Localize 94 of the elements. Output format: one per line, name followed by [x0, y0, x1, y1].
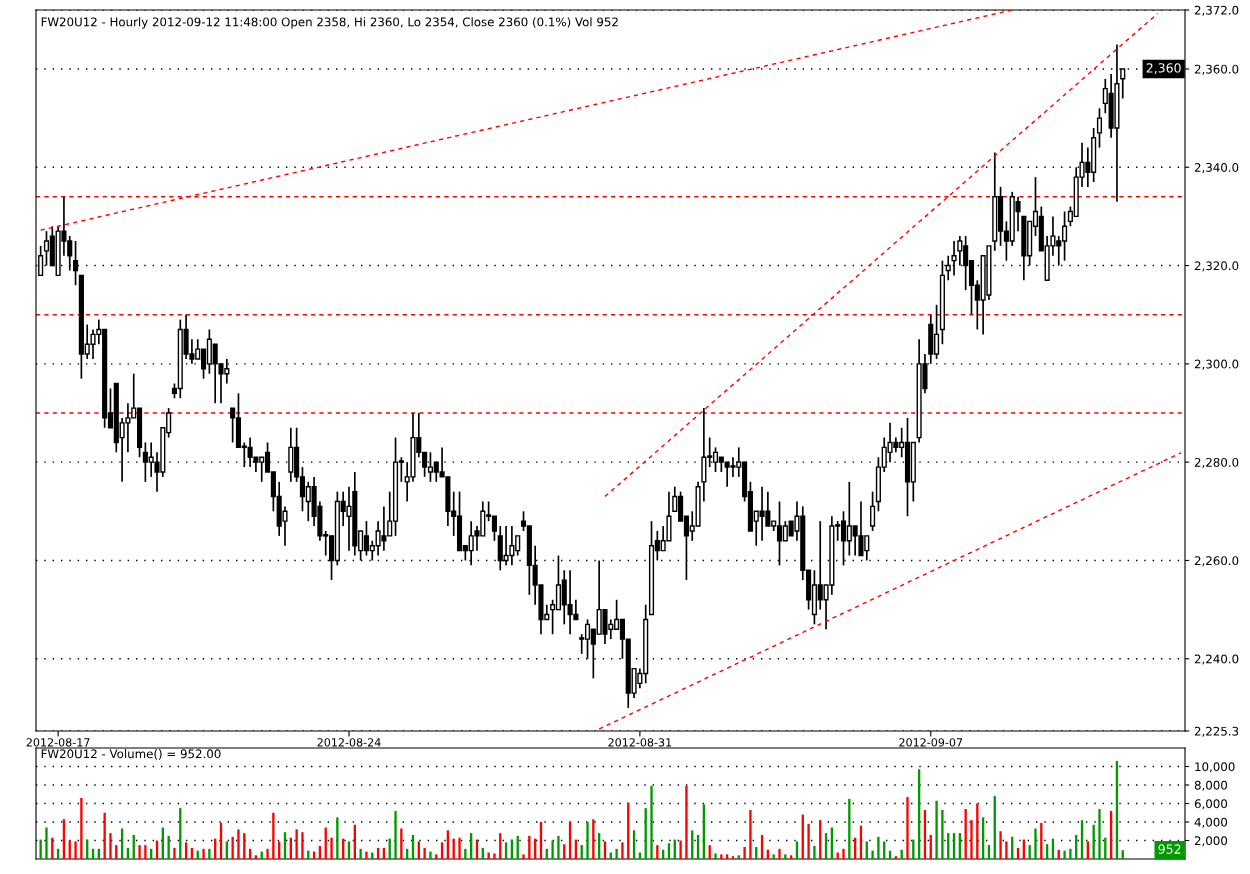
bar — [167, 835, 170, 859]
bar — [394, 810, 397, 859]
bar — [237, 829, 240, 859]
bar — [1121, 850, 1124, 859]
bar — [423, 847, 426, 859]
chart-title: FW20U12 - Volume() = 952.00 — [41, 749, 221, 760]
bar — [970, 820, 973, 859]
bar — [679, 840, 682, 859]
bar — [231, 836, 234, 859]
y-tick-label: 2,340.0 — [1194, 163, 1239, 174]
bar — [80, 797, 83, 859]
bar — [935, 800, 938, 859]
bar — [493, 853, 496, 859]
bar — [999, 831, 1002, 859]
bar — [272, 812, 275, 859]
y-tick-label: 2,000 — [1194, 836, 1228, 847]
y-tick-label: 6,000 — [1194, 799, 1228, 810]
bar — [731, 856, 735, 859]
bar — [1069, 848, 1072, 859]
bar — [144, 845, 147, 859]
bar — [714, 853, 717, 859]
bar — [906, 797, 909, 859]
bar — [557, 835, 560, 859]
bar — [45, 827, 48, 859]
bar — [784, 854, 787, 859]
y-tick-label: 10,000 — [1195, 762, 1235, 773]
bar — [725, 854, 729, 859]
bar — [842, 848, 845, 859]
bar — [749, 809, 752, 859]
bar — [1005, 841, 1008, 859]
bar — [1092, 824, 1095, 859]
x-tick-label: 2012-08-31 — [608, 738, 672, 747]
bar — [778, 848, 781, 859]
candlestick — [870, 490, 876, 532]
bar — [685, 785, 688, 859]
bar — [1063, 850, 1066, 859]
y-tick-label: 2,240.0 — [1194, 654, 1239, 665]
bar — [74, 841, 77, 859]
y-tick-label: 2,300.0 — [1194, 359, 1239, 370]
annotation: 2,360 — [1146, 63, 1181, 74]
bar — [1098, 809, 1101, 859]
bar — [871, 850, 874, 859]
bar — [202, 848, 205, 859]
bar — [365, 851, 368, 859]
bar — [807, 823, 810, 859]
bar — [894, 856, 898, 859]
bar — [39, 839, 42, 859]
candlestick — [1096, 107, 1103, 149]
x-tick-label: 2012-08-24 — [317, 738, 381, 747]
x-tick-label: 2012-08-17 — [26, 738, 90, 747]
bar — [586, 822, 589, 859]
bar — [336, 817, 339, 859]
bar — [615, 848, 618, 859]
bar — [941, 809, 944, 859]
bar — [266, 848, 269, 859]
bar — [359, 848, 362, 859]
y-tick-label: 2,372.0 — [1194, 5, 1239, 16]
bar — [487, 852, 490, 859]
bar — [458, 837, 461, 859]
bar — [295, 829, 298, 859]
candlestick — [951, 240, 957, 277]
bar — [464, 848, 467, 859]
bar — [528, 835, 531, 859]
bar — [138, 845, 141, 859]
bar — [435, 854, 438, 859]
bar — [400, 828, 403, 859]
bar — [429, 851, 432, 859]
y-tick-label: 2,320.0 — [1194, 261, 1239, 272]
bar — [650, 785, 653, 859]
annotation: 952 — [1158, 844, 1181, 854]
bar — [330, 837, 333, 859]
bar — [621, 842, 624, 859]
y-tick-label: 2,260.0 — [1194, 556, 1239, 567]
y-tick-label: 4,000 — [1194, 817, 1228, 828]
bar — [522, 854, 525, 859]
bar — [173, 847, 176, 859]
bar — [208, 848, 211, 859]
bar — [103, 812, 106, 859]
y-tick-label: 2,225.3 — [1194, 726, 1239, 737]
bar — [109, 833, 112, 859]
y-tick-label: 2,360.0 — [1194, 64, 1239, 75]
bar — [301, 832, 304, 859]
bar — [592, 819, 595, 859]
bar — [1034, 828, 1037, 859]
bar — [877, 836, 880, 859]
y-tick-label: 2,280.0 — [1194, 457, 1239, 469]
bar — [743, 846, 746, 859]
y-tick-label: 8,000 — [1194, 780, 1228, 791]
x-tick-label: 2012-09-07 — [899, 738, 963, 747]
bar — [813, 846, 816, 859]
bar — [551, 840, 554, 859]
bar — [720, 854, 723, 859]
bar — [772, 854, 775, 859]
text: FW20U12 - Hourly 2012-09-12 11:48:00 Open 2358, Hi 2360, Lo 2354, Close 2360 (0.1%) Vol 952 — [41, 17, 618, 29]
